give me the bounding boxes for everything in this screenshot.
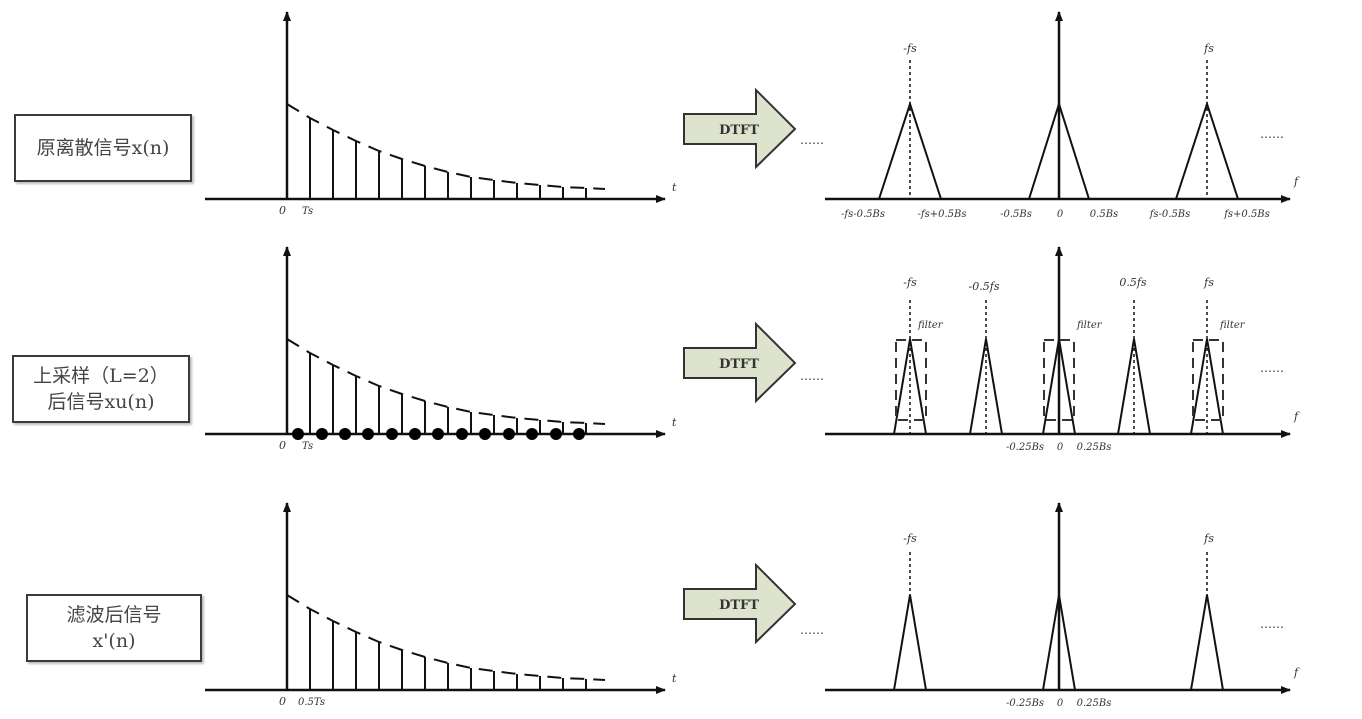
peak-label: fs (1203, 42, 1214, 55)
ts-label: 0.5Ts (298, 697, 325, 708)
t-axis-label: t (672, 672, 677, 685)
origin-label: 0 (279, 439, 286, 452)
decay-envelope (286, 594, 606, 681)
label-line: 原离散信号x(n) (36, 137, 170, 159)
ellipsis-right: …… (1260, 361, 1284, 375)
ellipsis-right: …… (1260, 617, 1284, 631)
freq-tick-label: -0.25Bs (1006, 442, 1044, 453)
freq-tick-label: -fs-0.5Bs (841, 209, 885, 220)
freq-tick-label: -fs+0.5Bs (918, 209, 967, 220)
label-filtered-signal: 滤波后信号 x'(n) (26, 594, 202, 662)
ellipsis-left: …… (800, 133, 824, 147)
label-upsampled-signal: 上采样（L=2） 后信号xu(n) (12, 355, 190, 423)
ellipsis-right: …… (1260, 127, 1284, 141)
filter-label: filter (917, 320, 944, 331)
spectrum-filtered: -fs fs -0.25Bs 0 0.25Bs f …… …… (800, 502, 1300, 709)
freq-tick-label: 0.25Bs (1077, 698, 1112, 709)
label-original-signal: 原离散信号x(n) (14, 114, 192, 182)
spectrum-upsampled: -fs -0.5fs 0.5fs fs filter filter filter… (800, 246, 1300, 453)
freq-tick-label: 0 (1057, 698, 1064, 709)
ts-label: Ts (302, 441, 313, 452)
freq-tick-label: 0.5Bs (1090, 209, 1118, 220)
sample-stems (286, 339, 587, 434)
peak-label: fs (1203, 276, 1214, 289)
filter-box (1192, 339, 1224, 421)
label-line: 滤波后信号 (66, 604, 162, 626)
filter-label: filter (1219, 320, 1246, 331)
label-line: 后信号xu(n) (47, 391, 155, 413)
time-plot-original: 0 Ts t (205, 11, 677, 217)
time-plot-upsampled: 0 Ts t (205, 246, 677, 452)
filter-box (895, 339, 927, 421)
center-markers (909, 300, 1208, 434)
peak-label: 0.5fs (1119, 276, 1147, 289)
f-axis-label: f (1293, 410, 1300, 423)
dtft-label: DTFT (719, 123, 759, 138)
f-axis-label: f (1293, 175, 1300, 188)
filter-box (1043, 339, 1075, 421)
inserted-zero-samples (292, 428, 585, 440)
center-markers (909, 552, 1208, 595)
dtft-arrow: DTFT (683, 562, 797, 645)
freq-tick-label: fs-0.5Bs (1149, 209, 1191, 220)
peak-label: fs (1203, 532, 1214, 545)
dtft-label: DTFT (719, 357, 759, 372)
filter-label: filter (1076, 320, 1103, 331)
freq-tick-label: fs+0.5Bs (1223, 209, 1270, 220)
freq-tick-label: 0.25Bs (1077, 442, 1112, 453)
dtft-arrow: DTFT (683, 321, 797, 404)
peak-label: -fs (903, 532, 917, 545)
peak-label: -fs (903, 276, 917, 289)
filter-windows (895, 339, 1224, 421)
freq-tick-label: 0 (1057, 209, 1064, 220)
decay-envelope (286, 103, 606, 190)
peak-label: -0.5fs (969, 280, 1000, 293)
freq-tick-label: -0.5Bs (1000, 209, 1032, 220)
origin-label: 0 (279, 695, 286, 708)
t-axis-label: t (672, 416, 677, 429)
t-axis-label: t (672, 181, 677, 194)
dtft-arrow: DTFT (683, 87, 797, 170)
freq-tick-label: 0 (1057, 442, 1064, 453)
sample-stems (286, 104, 587, 199)
ts-label: Ts (302, 206, 313, 217)
decay-envelope (286, 338, 606, 425)
sample-stems (286, 595, 587, 690)
center-markers (909, 60, 1208, 199)
origin-label: 0 (279, 204, 286, 217)
ellipsis-left: …… (800, 623, 824, 637)
f-axis-label: f (1293, 666, 1300, 679)
label-line: 上采样（L=2） (33, 365, 169, 387)
time-plot-filtered: 0 0.5Ts t (205, 502, 677, 708)
spectrum-original: -fs fs -fs-0.5Bs -fs+0.5Bs -0.5Bs 0 0.5B… (800, 11, 1300, 220)
label-line: x'(n) (92, 630, 136, 652)
peak-label: -fs (903, 42, 917, 55)
ellipsis-left: …… (800, 369, 824, 383)
dtft-label: DTFT (719, 598, 759, 613)
freq-tick-label: -0.25Bs (1006, 698, 1044, 709)
